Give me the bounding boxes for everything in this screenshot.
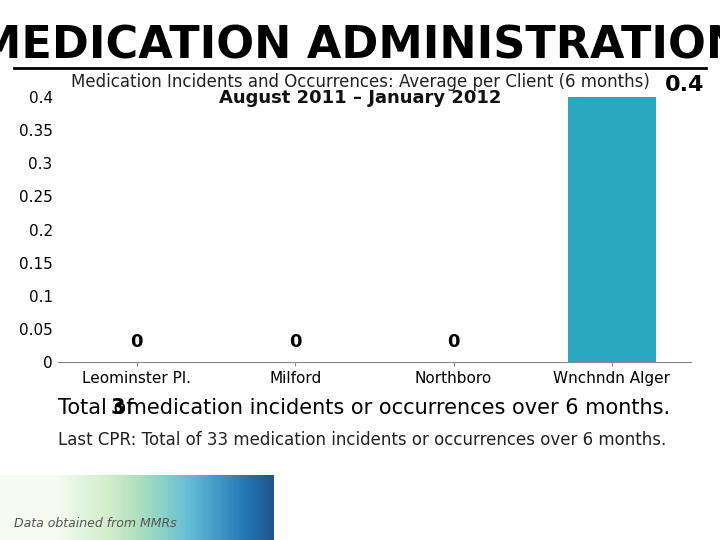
Text: August 2011 – January 2012: August 2011 – January 2012 <box>219 89 501 107</box>
Text: 0: 0 <box>447 333 460 351</box>
Text: 0: 0 <box>130 333 143 351</box>
Text: 0: 0 <box>289 333 302 351</box>
Text: Total of: Total of <box>58 397 140 418</box>
Text: MEDICATION ADMINISTRATION: MEDICATION ADMINISTRATION <box>0 24 720 68</box>
Text: medication incidents or occurrences over 6 months.: medication incidents or occurrences over… <box>120 397 670 418</box>
Text: Medication Incidents and Occurrences: Average per Client (6 months): Medication Incidents and Occurrences: Av… <box>71 73 649 91</box>
Text: 0.4: 0.4 <box>665 75 704 95</box>
Bar <box>569 97 655 362</box>
Text: Data obtained from MMRs: Data obtained from MMRs <box>14 517 177 530</box>
Text: Last CPR: Total of 33 medication incidents or occurrences over 6 months.: Last CPR: Total of 33 medication inciden… <box>58 431 666 449</box>
Text: 3: 3 <box>110 397 125 418</box>
